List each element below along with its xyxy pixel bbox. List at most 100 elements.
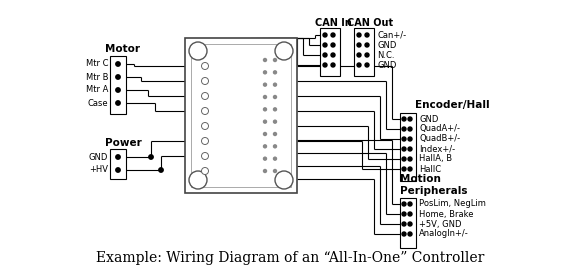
Circle shape bbox=[116, 88, 120, 92]
Circle shape bbox=[365, 53, 369, 57]
Circle shape bbox=[201, 167, 208, 175]
Bar bbox=[110, 149, 126, 179]
Circle shape bbox=[402, 222, 406, 226]
Circle shape bbox=[201, 138, 208, 144]
Text: Mtr B: Mtr B bbox=[85, 73, 108, 81]
Circle shape bbox=[408, 232, 412, 236]
Text: Power: Power bbox=[104, 138, 142, 148]
Bar bbox=[400, 113, 416, 181]
Circle shape bbox=[402, 127, 406, 131]
Circle shape bbox=[323, 53, 327, 57]
Text: HallC: HallC bbox=[419, 164, 441, 173]
Circle shape bbox=[408, 147, 412, 151]
Text: N.C.: N.C. bbox=[377, 50, 394, 59]
Circle shape bbox=[408, 137, 412, 141]
Text: GND: GND bbox=[419, 115, 438, 124]
Text: PosLim, NegLim: PosLim, NegLim bbox=[419, 199, 486, 209]
Circle shape bbox=[116, 75, 120, 79]
Circle shape bbox=[274, 96, 277, 98]
Circle shape bbox=[116, 168, 120, 172]
Circle shape bbox=[402, 157, 406, 161]
Text: +HV: +HV bbox=[89, 165, 108, 175]
Circle shape bbox=[275, 42, 293, 60]
Text: Motion
Peripherals: Motion Peripherals bbox=[400, 174, 467, 196]
Circle shape bbox=[331, 43, 335, 47]
Circle shape bbox=[274, 71, 277, 74]
Text: QuadB+/-: QuadB+/- bbox=[419, 135, 460, 144]
Circle shape bbox=[408, 222, 412, 226]
Circle shape bbox=[274, 145, 277, 148]
Circle shape bbox=[402, 167, 406, 171]
Circle shape bbox=[408, 212, 412, 216]
Circle shape bbox=[331, 33, 335, 37]
Circle shape bbox=[402, 212, 406, 216]
Bar bbox=[354, 28, 374, 76]
Bar bbox=[400, 198, 416, 248]
Circle shape bbox=[263, 120, 266, 123]
Text: HallA, B: HallA, B bbox=[419, 155, 452, 164]
Circle shape bbox=[402, 202, 406, 206]
Text: Index+/-: Index+/- bbox=[419, 144, 455, 153]
Circle shape bbox=[275, 171, 293, 189]
Bar bbox=[320, 28, 340, 76]
Circle shape bbox=[263, 157, 266, 160]
Circle shape bbox=[189, 171, 207, 189]
Circle shape bbox=[263, 170, 266, 173]
Circle shape bbox=[365, 43, 369, 47]
Circle shape bbox=[263, 83, 266, 86]
Text: Case: Case bbox=[88, 98, 108, 107]
Circle shape bbox=[323, 33, 327, 37]
Circle shape bbox=[408, 167, 412, 171]
Text: GND: GND bbox=[377, 61, 396, 70]
Circle shape bbox=[263, 59, 266, 61]
Circle shape bbox=[189, 42, 207, 60]
Circle shape bbox=[408, 157, 412, 161]
Circle shape bbox=[263, 96, 266, 98]
Circle shape bbox=[201, 78, 208, 84]
Text: GND: GND bbox=[89, 153, 108, 161]
Text: Mtr A: Mtr A bbox=[86, 85, 108, 95]
Circle shape bbox=[263, 133, 266, 136]
Text: GND: GND bbox=[377, 41, 396, 50]
Circle shape bbox=[116, 62, 120, 66]
Circle shape bbox=[357, 43, 361, 47]
Circle shape bbox=[402, 137, 406, 141]
Circle shape bbox=[263, 145, 266, 148]
Circle shape bbox=[357, 33, 361, 37]
Text: QuadA+/-: QuadA+/- bbox=[419, 124, 460, 133]
Circle shape bbox=[201, 107, 208, 115]
Bar bbox=[191, 44, 291, 187]
Circle shape bbox=[274, 59, 277, 61]
Circle shape bbox=[323, 63, 327, 67]
Text: Motor: Motor bbox=[106, 44, 140, 54]
Circle shape bbox=[116, 155, 120, 159]
Circle shape bbox=[274, 170, 277, 173]
Circle shape bbox=[149, 155, 153, 159]
Text: Example: Wiring Diagram of an “All-In-One” Controller: Example: Wiring Diagram of an “All-In-On… bbox=[96, 251, 484, 265]
Bar bbox=[185, 38, 297, 193]
Circle shape bbox=[402, 232, 406, 236]
Circle shape bbox=[201, 122, 208, 130]
Circle shape bbox=[365, 33, 369, 37]
Circle shape bbox=[159, 168, 163, 172]
Circle shape bbox=[331, 53, 335, 57]
Circle shape bbox=[201, 153, 208, 159]
Circle shape bbox=[402, 117, 406, 121]
Text: +5V, GND: +5V, GND bbox=[419, 219, 462, 229]
Circle shape bbox=[408, 127, 412, 131]
Circle shape bbox=[201, 62, 208, 70]
Circle shape bbox=[331, 63, 335, 67]
Circle shape bbox=[274, 133, 277, 136]
Circle shape bbox=[201, 93, 208, 99]
Circle shape bbox=[274, 83, 277, 86]
Circle shape bbox=[274, 120, 277, 123]
Circle shape bbox=[263, 71, 266, 74]
Text: Can+/-: Can+/- bbox=[377, 30, 406, 39]
Circle shape bbox=[408, 202, 412, 206]
Circle shape bbox=[357, 53, 361, 57]
Text: Encoder/Hall: Encoder/Hall bbox=[415, 100, 490, 110]
Circle shape bbox=[365, 63, 369, 67]
Circle shape bbox=[274, 157, 277, 160]
Text: AnalogIn+/-: AnalogIn+/- bbox=[419, 230, 469, 238]
Text: Home, Brake: Home, Brake bbox=[419, 210, 473, 218]
